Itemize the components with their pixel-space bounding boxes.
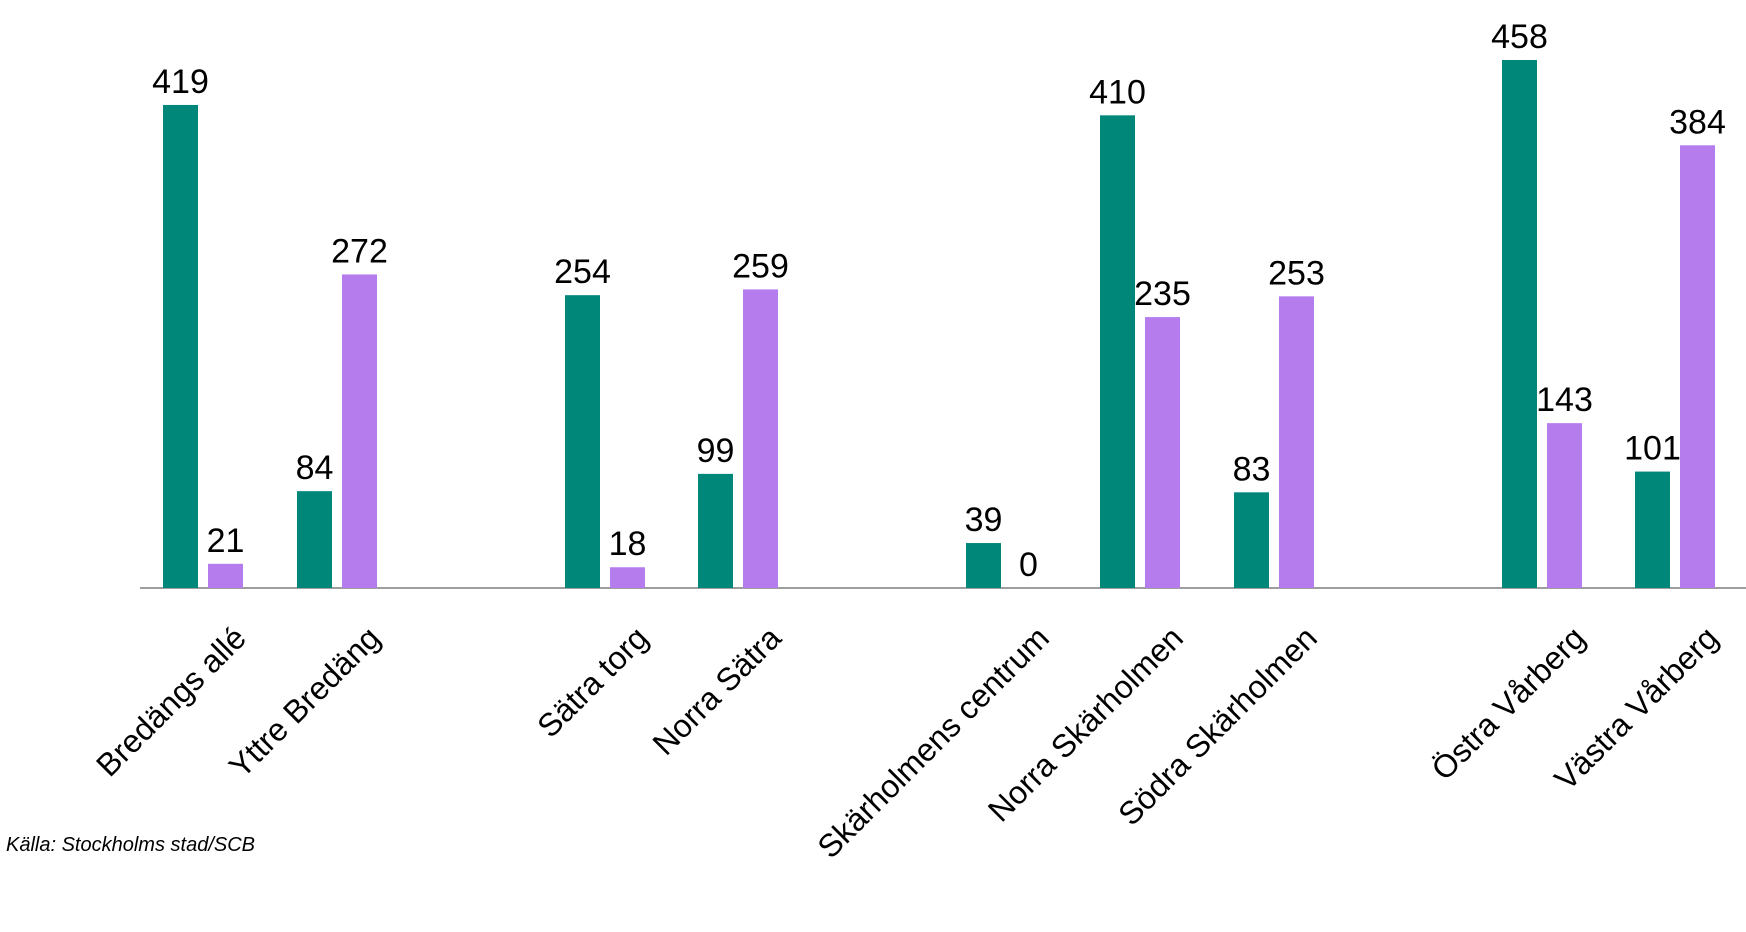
- bar-series-1-8: [1635, 471, 1670, 588]
- data-label-series-2-7: 143: [1536, 381, 1593, 419]
- data-label-series-2-3: 259: [732, 247, 789, 285]
- data-label-series-2-4: 0: [1019, 546, 1038, 584]
- data-label-series-1-2: 254: [554, 253, 611, 291]
- source-note: Källa: Stockholms stad/SCB: [6, 834, 255, 856]
- bar-series-1-4: [966, 543, 1001, 588]
- bar-series-2-6: [1279, 296, 1314, 588]
- category-label-3: Norra Sätra: [646, 619, 789, 762]
- data-label-series-1-7: 458: [1491, 18, 1548, 56]
- data-label-series-2-1: 272: [331, 232, 388, 270]
- data-label-series-2-5: 235: [1134, 275, 1191, 313]
- data-label-series-2-8: 384: [1669, 103, 1726, 141]
- bar-series-1-3: [698, 473, 733, 588]
- bar-series-2-5: [1145, 317, 1180, 588]
- bar-series-1-6: [1234, 492, 1269, 588]
- bar-series-1-5: [1100, 115, 1135, 588]
- bar-series-2-0: [208, 563, 243, 588]
- bar-series-1-0: [163, 104, 198, 589]
- bar-series-1-1: [297, 491, 332, 588]
- data-label-series-1-3: 99: [697, 432, 735, 470]
- data-label-series-2-6: 253: [1268, 254, 1325, 292]
- data-label-series-2-0: 21: [207, 522, 245, 560]
- data-label-series-2-2: 18: [609, 525, 647, 563]
- bar-series-2-3: [743, 289, 778, 588]
- bar-series-2-1: [342, 274, 377, 588]
- data-label-series-1-4: 39: [965, 501, 1003, 539]
- bar-series-2-2: [610, 567, 645, 588]
- category-label-2: Sätra torg: [530, 619, 655, 744]
- data-label-series-1-5: 410: [1089, 73, 1146, 111]
- bar-series-1-2: [565, 295, 600, 588]
- data-label-series-1-8: 101: [1624, 430, 1681, 468]
- bar-series-2-8: [1680, 145, 1715, 588]
- category-label-4: Skärholmens centrum: [810, 619, 1056, 865]
- bar-series-2-7: [1547, 423, 1582, 588]
- bar-series-1-7: [1502, 60, 1537, 588]
- data-label-series-1-0: 419: [152, 63, 209, 101]
- data-label-series-1-1: 84: [296, 449, 334, 487]
- data-label-series-1-6: 83: [1233, 450, 1271, 488]
